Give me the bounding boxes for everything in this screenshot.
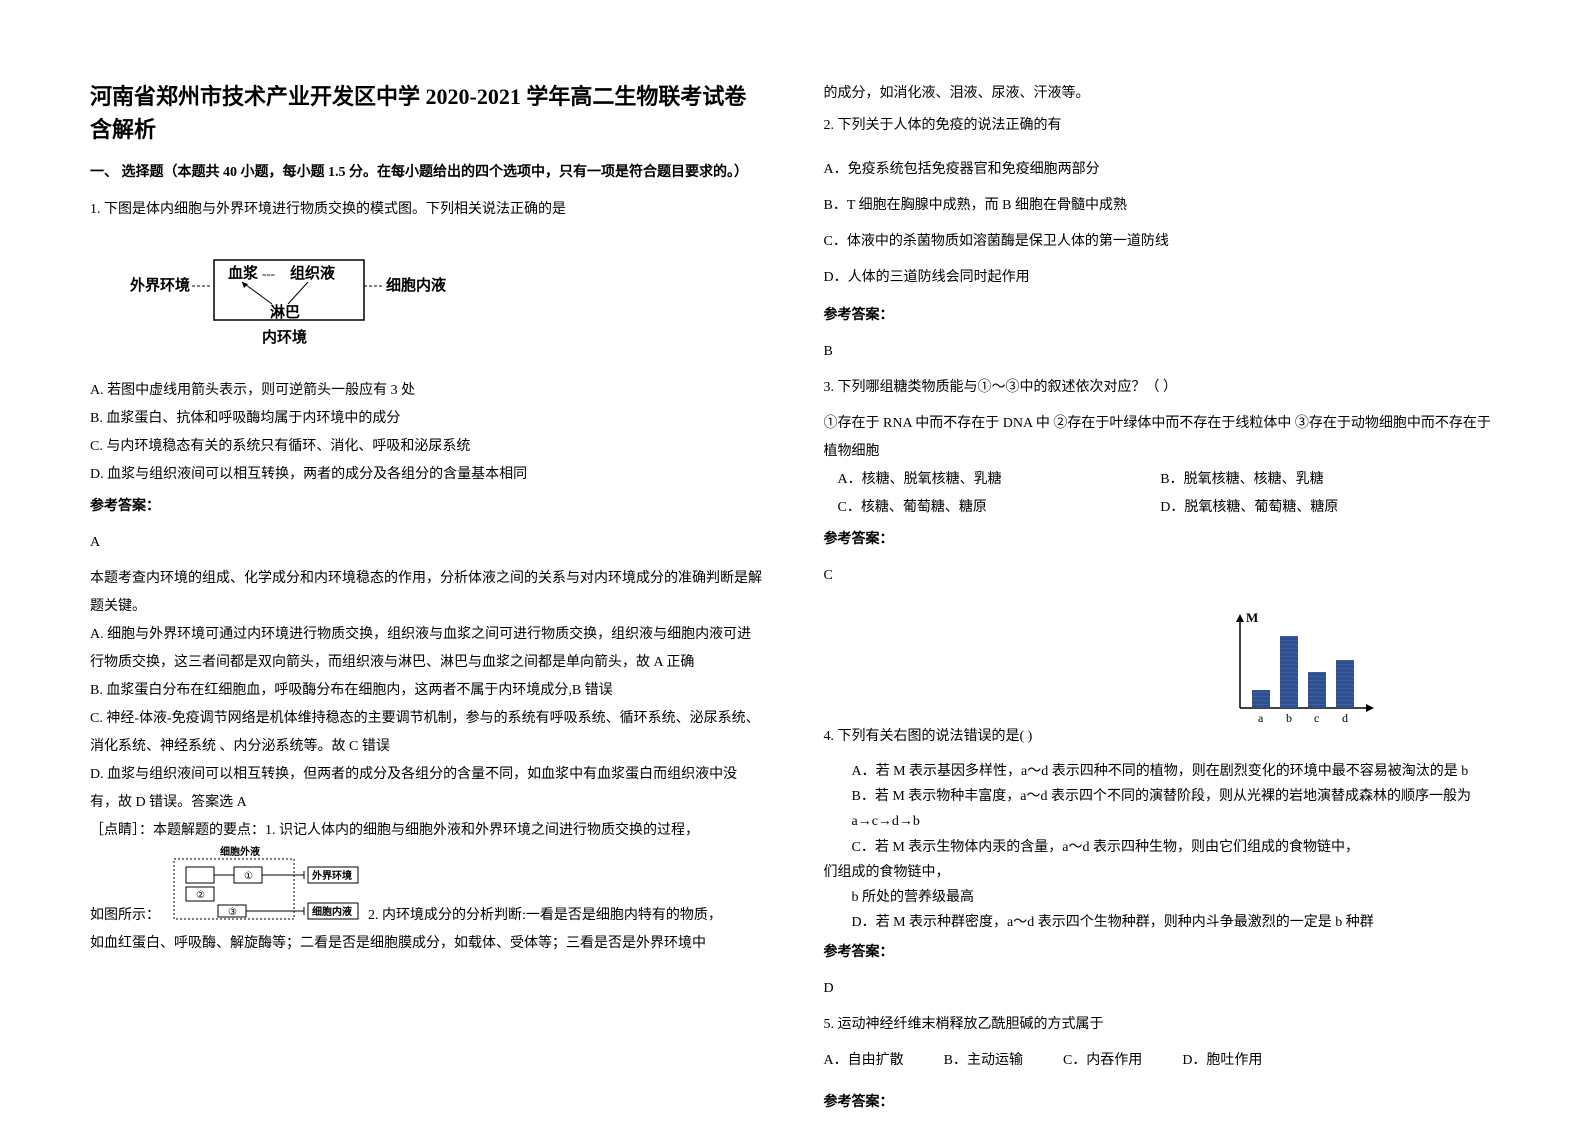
q3-option-b: B．脱氧核糖、核糖、乳糖 — [1160, 466, 1497, 494]
small-right-top: 外界环境 — [311, 869, 352, 882]
q1-exp-4: D. 血浆与组织液间可以相互转换，但两者的成分及各组分的含量不同，如血浆中有血浆… — [90, 761, 764, 817]
q4-option-b: B．若 M 表示物种丰富度，a～d 表示四个不同的演替阶段，则从光裸的岩地演替成… — [852, 784, 1498, 834]
q1-answer: A — [90, 529, 764, 557]
q3-answer-label: 参考答案： — [824, 526, 1498, 554]
q5-option-b: B．主动运输 — [944, 1047, 1023, 1075]
q1-diagram: 外界环境 血浆 --- 组织液 淋巴 细胞内液 内环境 — [130, 242, 764, 367]
q5-option-a: A．自由扩散 — [824, 1047, 904, 1075]
q5-answer-label: 参考答案： — [824, 1089, 1498, 1117]
q2-option-a: A．免疫系统包括免疫器官和免疫细胞两部分 — [824, 156, 1498, 184]
col2-top: 的成分，如消化液、泪液、尿液、汗液等。 — [824, 80, 1498, 108]
q5-option-d: D．胞吐作用 — [1182, 1047, 1262, 1075]
q1-stem: 1. 下图是体内细胞与外界环境进行物质交换的模式图。下列相关说法正确的是 — [90, 196, 764, 224]
q2-answer-label: 参考答案： — [824, 302, 1498, 330]
q1-exp-3: C. 神经-体液-免疫调节网络是机体维持稳态的主要调节机制，参与的系统有呼吸系统… — [90, 705, 764, 761]
q4-ylabel: M — [1246, 610, 1258, 625]
q4-option-a: A．若 M 表示基因多样性，a～d 表示四种不同的植物，则在剧烈变化的环境中最不… — [852, 759, 1498, 784]
q3-stem: 3. 下列哪组糖类物质能与①～③中的叙述依次对应？（ ） — [824, 374, 1498, 402]
q5-options: A．自由扩散 B．主动运输 C．内吞作用 D．胞吐作用 — [824, 1047, 1498, 1075]
q1-label-left: 外界环境 — [130, 276, 190, 294]
q1-exp-0: 本题考查内环境的组成、化学成分和内环境稳态的作用，分析体液之间的关系与对内环境成… — [90, 565, 764, 621]
q4-option-d: D．若 M 表示种群密度，a～d 表示四个生物种群，则种内斗争最激烈的一定是 b… — [852, 910, 1498, 935]
document-title: 河南省郑州市技术产业开发区中学 2020-2021 学年高二生物联考试卷含解析 — [90, 80, 764, 146]
q4-option-c-cont: 们组成的食物链中， — [824, 860, 1498, 885]
q3-option-a: A．核糖、脱氧核糖、乳糖 — [824, 466, 1161, 494]
q1-answer-label: 参考答案： — [90, 493, 764, 521]
left-column: 河南省郑州市技术产业开发区中学 2020-2021 学年高二生物联考试卷含解析 … — [90, 80, 764, 1082]
q1-label-plasma: 血浆 — [228, 264, 259, 282]
section-1-header: 一、 选择题（本题共 40 小题，每小题 1.5 分。在每小题给出的四个选项中，… — [90, 162, 764, 184]
q4-answer: D — [824, 975, 1498, 1003]
svg-text:---: --- — [262, 266, 275, 281]
q2-option-c: C．体液中的杀菌物质如溶菌酶是保卫人体的第一道防线 — [824, 228, 1498, 256]
q1-inline-prefix: 如图所示： — [90, 902, 160, 930]
q1-label-lymph: 淋巴 — [270, 303, 300, 321]
q3-option-c: C．核糖、葡萄糖、糖原 — [824, 494, 1161, 522]
small-right-bottom: 细胞内液 — [312, 905, 352, 918]
q5-option-c: C．内吞作用 — [1063, 1047, 1142, 1075]
q5-stem: 5. 运动神经纤维末梢释放乙酰胆碱的方式属于 — [824, 1011, 1498, 1039]
q3-row-2: C．核糖、葡萄糖、糖原 D．脱氧核糖、葡萄糖、糖原 — [824, 494, 1498, 522]
q4-option-c2: b 所处的营养级最高 — [852, 885, 1498, 910]
q2-option-d: D．人体的三道防线会同时起作用 — [824, 264, 1498, 292]
q1-inline-row: 如图所示： 细胞外液 ① ② ③ 外界环境 细胞内液 — [90, 845, 764, 930]
q4-chart: M a b c d — [824, 608, 1498, 733]
q4-option-c: C．若 M 表示生物体内汞的含量，a～d 表示四种生物，则由它们组成的食物链中， — [852, 835, 1498, 860]
q1-after-diagram-partial: 2. 内环境成分的分析判断:一看是否是细胞内特有的物质， — [368, 902, 764, 930]
q1-after-diagram-rest: 如血红蛋白、呼吸酶、解旋酶等；二看是否是细胞膜成分，如载体、受体等；三看是否是外… — [90, 930, 764, 958]
svg-text:②: ② — [196, 890, 205, 901]
right-column: 的成分，如消化液、泪液、尿液、汗液等。 2. 下列关于人体的免疫的说法正确的有 … — [824, 80, 1498, 1082]
q3-sub: ①存在于 RNA 中而不存在于 DNA 中 ②存在于叶绿体中而不存在于线粒体中 … — [824, 410, 1498, 466]
q1-caption: 内环境 — [262, 328, 307, 346]
q1-label-tissue: 组织液 — [290, 264, 336, 282]
q1-exp-1: A. 细胞与外界环境可通过内环境进行物质交换，组织液与血浆之间可进行物质交换，组… — [90, 621, 764, 677]
q1-option-d: D. 血浆与组织液间可以相互转换，两者的成分及各组分的含量基本相同 — [90, 461, 764, 489]
q3-answer: C — [824, 562, 1498, 590]
q1-exp-5: ［点睛］：本题解题的要点：1. 识记人体内的细胞与细胞外液和外界环境之间进行物质… — [90, 817, 764, 845]
q4-stem: 4. 下列有关右图的说法错误的是( ) — [824, 723, 1498, 751]
q1-small-diagram: 细胞外液 ① ② ③ 外界环境 细胞内液 — [164, 845, 364, 930]
q4-answer-label: 参考答案： — [824, 939, 1498, 967]
q1-label-cell: 细胞内液 — [386, 276, 447, 294]
q3-option-d: D．脱氧核糖、葡萄糖、糖原 — [1160, 494, 1497, 522]
svg-text:③: ③ — [228, 907, 237, 918]
q1-option-b: B. 血浆蛋白、抗体和呼吸酶均属于内环境中的成分 — [90, 405, 764, 433]
small-top: 细胞外液 — [220, 845, 260, 858]
q1-option-a: A. 若图中虚线用箭头表示，则可逆箭头一般应有 3 处 — [90, 377, 764, 405]
q1-exp-2: B. 血浆蛋白分布在红细胞血，呼吸酶分布在细胞内，这两者不属于内环境成分,B 错… — [90, 677, 764, 705]
q2-option-b: B．T 细胞在胸腺中成熟，而 B 细胞在骨髓中成熟 — [824, 192, 1498, 220]
q1-option-c: C. 与内环境稳态有关的系统只有循环、消化、呼吸和泌尿系统 — [90, 433, 764, 461]
q3-row-1: A．核糖、脱氧核糖、乳糖 B．脱氧核糖、核糖、乳糖 — [824, 466, 1498, 494]
q2-stem: 2. 下列关于人体的免疫的说法正确的有 — [824, 112, 1498, 140]
svg-text:①: ① — [244, 871, 253, 882]
q2-answer: B — [824, 338, 1498, 366]
q1-diagram-svg: 外界环境 血浆 --- 组织液 淋巴 细胞内液 内环境 — [130, 242, 470, 362]
